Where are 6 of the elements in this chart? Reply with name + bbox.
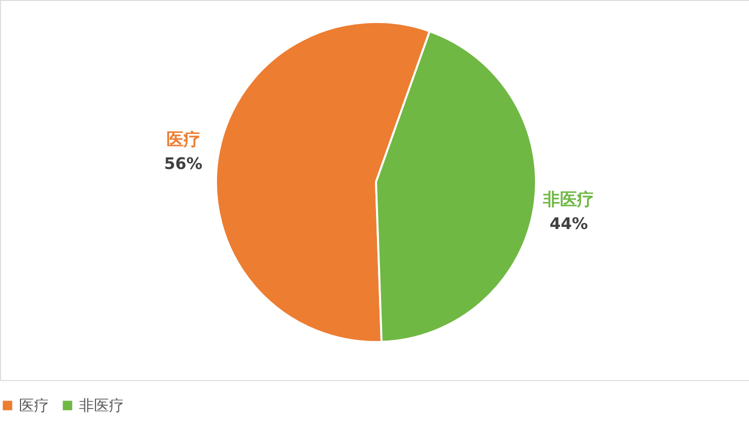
data-label: 44% bbox=[550, 214, 588, 233]
slice-label: 医疗 bbox=[166, 130, 200, 150]
slice-label: 非医疗 bbox=[542, 190, 594, 210]
data-label: 56% bbox=[164, 154, 202, 174]
legend-label: 医疗 bbox=[19, 396, 49, 415]
legend-label: 非医疗 bbox=[79, 396, 124, 415]
